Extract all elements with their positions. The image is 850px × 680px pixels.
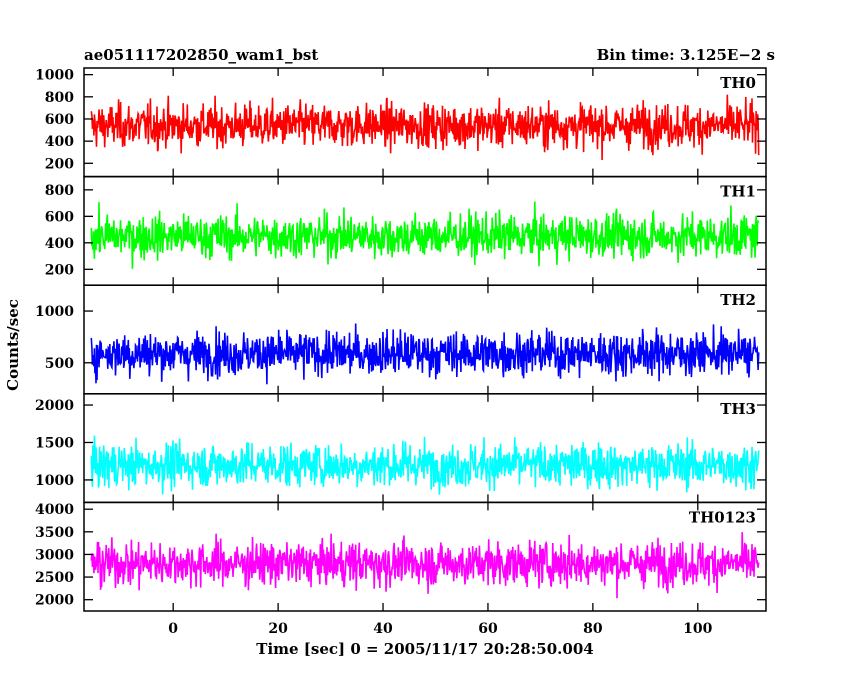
panel-th1: 200 400 600 800 TH1: [45, 175, 767, 286]
y-tick-label: 1000: [35, 473, 74, 489]
y-tick-label: 1000: [35, 68, 74, 84]
y-tick-label: 3500: [35, 525, 74, 541]
y-tick-label: 1500: [35, 435, 74, 451]
x-tick-label: 60: [478, 621, 498, 637]
series-name-th2: TH2: [720, 291, 756, 309]
y-tick-label: 200: [45, 262, 74, 278]
y-axis-label: Counts/sec: [4, 299, 22, 391]
y-tick-label: 800: [45, 90, 74, 106]
series-trace-th2: [90, 323, 760, 385]
y-tick-label: 400: [45, 236, 74, 252]
y-tick-label: 600: [45, 112, 74, 128]
series-trace-th0: [90, 94, 760, 161]
series-name-th0: TH0: [720, 74, 756, 92]
series-trace-th3: [90, 435, 760, 495]
chart-title: ae051117202850_wam1_bst: [84, 46, 318, 64]
y-tick-label: 400: [45, 134, 74, 150]
x-axis-label: Time [sec] 0 = 2005/11/17 20:28:50.004: [256, 640, 593, 658]
y-tick-label: 2000: [35, 398, 74, 414]
panel-th0: 200 400 600 800 1000 TH0: [35, 67, 767, 178]
series-trace-th0123: [90, 532, 760, 599]
y-tick-label: 4000: [35, 502, 74, 518]
y-tick-label: 500: [45, 356, 74, 372]
panel-th0123: 2000 2500 3000 3500 4000 TH0123: [35, 501, 767, 612]
bin-time-label: Bin time: 3.125E−2 s: [597, 46, 775, 64]
y-tick-label: 2000: [35, 593, 74, 609]
series-name-th3: TH3: [720, 400, 756, 418]
x-tick-label: 80: [583, 621, 603, 637]
x-tick-label: 40: [373, 621, 393, 637]
panel-frame: [83, 501, 767, 612]
panel-th3: 1000 1500 2000 TH3: [35, 393, 767, 504]
series-trace-th1: [90, 201, 760, 269]
x-tick-label: 100: [683, 621, 712, 637]
series-name-th1: TH1: [720, 183, 756, 201]
y-tick-label: 800: [45, 183, 74, 199]
y-tick-label: 1000: [35, 304, 74, 320]
panel-th2: 500 1000 TH2: [35, 284, 767, 395]
series-name-th0123: TH0123: [689, 508, 756, 526]
y-tick-label: 2500: [35, 570, 74, 586]
y-tick-label: 3000: [35, 547, 74, 563]
y-tick-label: 200: [45, 156, 74, 172]
y-tick-label: 600: [45, 209, 74, 225]
x-tick-label: 20: [268, 621, 288, 637]
x-tick-label: 0: [168, 621, 178, 637]
